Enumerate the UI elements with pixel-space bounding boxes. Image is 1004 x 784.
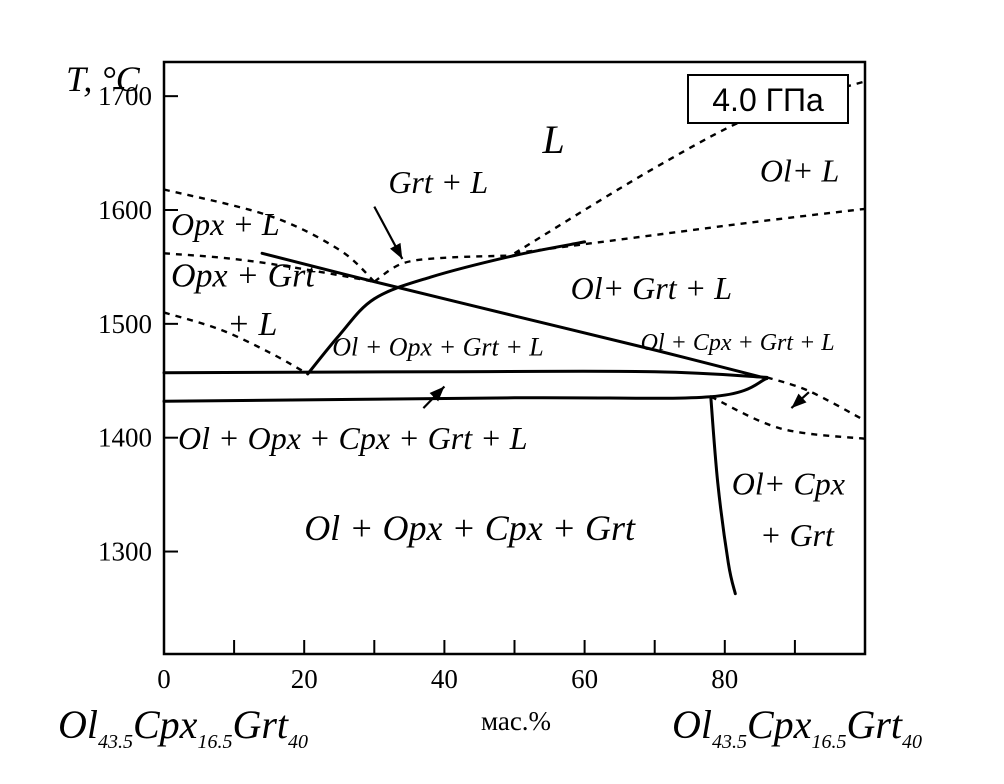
- arrow-1: [790, 391, 810, 409]
- dashed-boundary-upper-left-curve: [163, 188, 376, 283]
- dashed-boundary-right-lower-b: [710, 395, 866, 440]
- phase-field-label: Ol+ L: [760, 153, 839, 189]
- y-tick-label: 1400: [98, 423, 152, 453]
- phase-field-label: Ol + Opx + Cpx + Grt + L: [178, 420, 527, 456]
- composition-left: Ol43.5Cpx16.5Grt40: [58, 702, 308, 753]
- phase-boundaries: [162, 80, 866, 596]
- pressure-label: 4.0 ГПа: [712, 82, 824, 118]
- phase-field-labels: L Ol+ L Grt + L Opx + L Opx + Grt + L Ol+ Grt …: [171, 117, 845, 553]
- axis-ticks: 0 20 40 60 80 1300 1400 1500 1600 1700: [98, 81, 796, 694]
- solid-boundary-opx-cpx-vertical: [709, 395, 737, 596]
- y-tick-label: 1600: [98, 195, 152, 225]
- y-tick-label: 1300: [98, 537, 152, 567]
- y-tick-label: 1500: [98, 309, 152, 339]
- pressure-box: 4.0 ГПа: [687, 74, 849, 124]
- x-tick-label: 0: [157, 664, 171, 694]
- field-arrows: [373, 206, 810, 409]
- phase-field-label: Ol + Cpx + Grt + L: [641, 330, 835, 356]
- phase-field-label: Ol+ Grt + L: [571, 270, 732, 306]
- phase-field-label: Ol+ Cpx: [732, 466, 845, 502]
- solid-boundary-lower-solidus: [162, 377, 769, 403]
- x-axis-title: мас.%: [481, 706, 551, 736]
- x-tick-label: 80: [711, 664, 738, 694]
- dashed-boundary-ol-l-lower: [514, 207, 866, 255]
- phase-field-label: L: [542, 117, 565, 162]
- phase-field-label: + L: [227, 306, 277, 343]
- phase-field-label: Opx + L: [171, 206, 280, 242]
- solid-boundary-grt-in: [306, 240, 587, 376]
- x-tick-label: 60: [571, 664, 598, 694]
- phase-field-label: Grt + L: [388, 164, 488, 200]
- phase-field-label: Opx + Grt: [171, 257, 316, 294]
- arrow-2: [422, 385, 446, 409]
- arrow-0: [373, 206, 404, 260]
- solid-boundary-opx-out: [260, 251, 769, 380]
- phase-field-label: + Grt: [760, 517, 835, 553]
- solid-boundary-upper-solidus: [162, 369, 769, 379]
- x-tick-label: 20: [291, 664, 318, 694]
- phase-field-label: Ol + Opx + Grt + L: [332, 333, 544, 362]
- dashed-boundary-left-lower-curve: [163, 311, 309, 375]
- y-tick-label: 1700: [98, 81, 152, 111]
- dashed-boundary-left-mid-curve: [163, 252, 375, 283]
- y-axis-title: T, °C: [66, 59, 141, 99]
- x-tick-label: 40: [431, 664, 458, 694]
- composition-right: Ol43.5Cpx16.5Grt40: [672, 702, 922, 753]
- dashed-boundary-right-lower-a: [766, 376, 866, 422]
- phase-field-label: Ol + Opx + Cpx + Grt: [304, 508, 636, 548]
- dashed-boundary-grt-l-top: [373, 254, 515, 283]
